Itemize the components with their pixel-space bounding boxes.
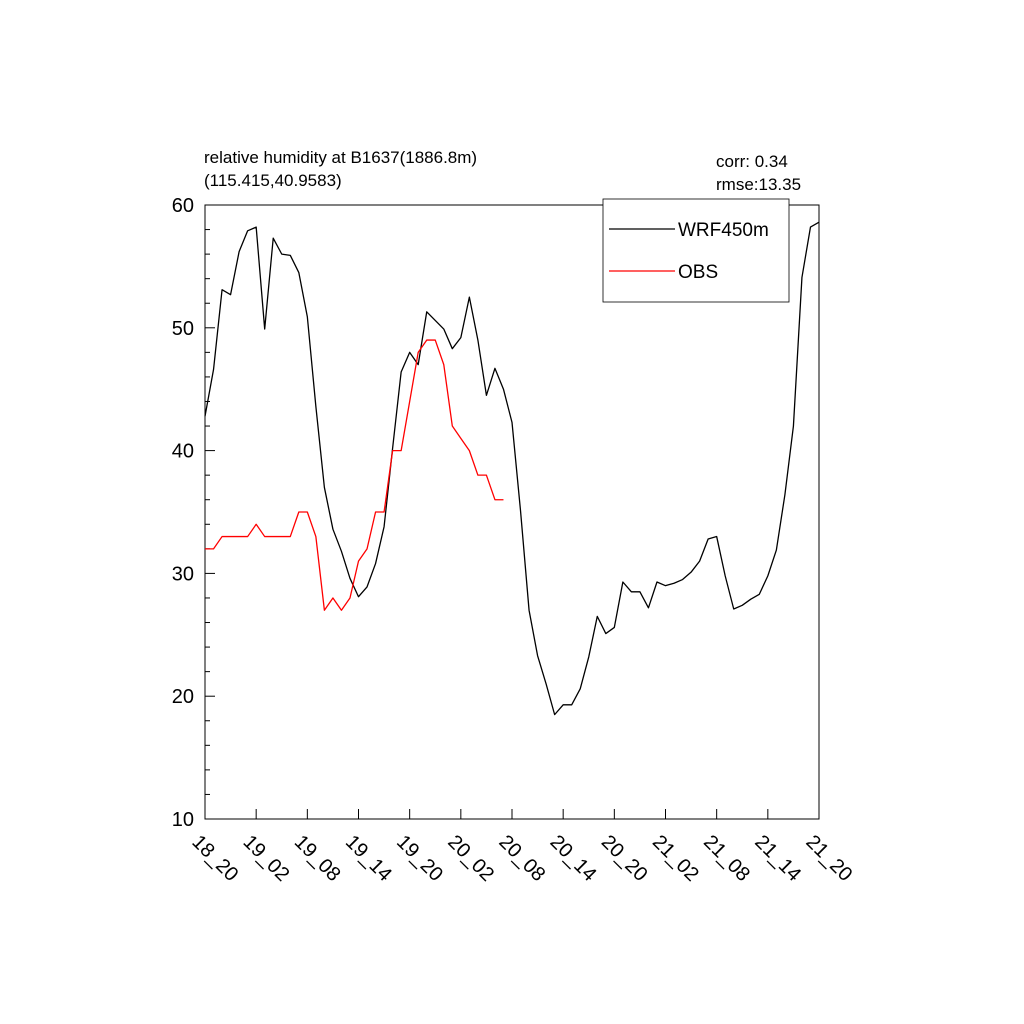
x-tick-label: 19_08 bbox=[290, 831, 345, 886]
legend-label-obs: OBS bbox=[678, 262, 718, 283]
x-tick-label: 20_20 bbox=[597, 831, 652, 886]
x-tick-label: 21_14 bbox=[750, 831, 805, 886]
x-tick-label: 20_08 bbox=[494, 831, 549, 886]
y-tick-label: 50 bbox=[172, 318, 194, 340]
legend-box bbox=[602, 198, 790, 303]
corr-stat: corr: 0.34 bbox=[716, 152, 788, 171]
y-tick-label: 20 bbox=[172, 686, 194, 708]
x-tick-label: 18_20 bbox=[187, 831, 242, 886]
chart-subtitle-coordinates: (115.415,40.9583) bbox=[204, 171, 342, 190]
x-tick-label: 21_08 bbox=[699, 831, 754, 886]
x-tick-label: 20_14 bbox=[546, 831, 601, 886]
x-tick-label: 21_20 bbox=[801, 831, 856, 886]
x-tick-label: 21_02 bbox=[648, 831, 703, 886]
y-tick-label: 30 bbox=[172, 563, 194, 585]
y-tick-label: 10 bbox=[172, 809, 194, 831]
y-tick-label: 40 bbox=[172, 441, 194, 463]
x-tick-label: 20_02 bbox=[443, 831, 498, 886]
series-line-obs bbox=[205, 339, 504, 611]
x-tick-label: 19_02 bbox=[239, 831, 294, 886]
x-tick-label: 19_20 bbox=[392, 831, 447, 886]
y-tick-label: 60 bbox=[172, 195, 194, 217]
legend-label-wrf450m: WRF450m bbox=[678, 220, 769, 241]
chart-title: relative humidity at B1637(1886.8m) bbox=[204, 148, 478, 167]
rmse-stat: rmse:13.35 bbox=[716, 175, 802, 194]
x-tick-label: 19_14 bbox=[341, 831, 396, 886]
